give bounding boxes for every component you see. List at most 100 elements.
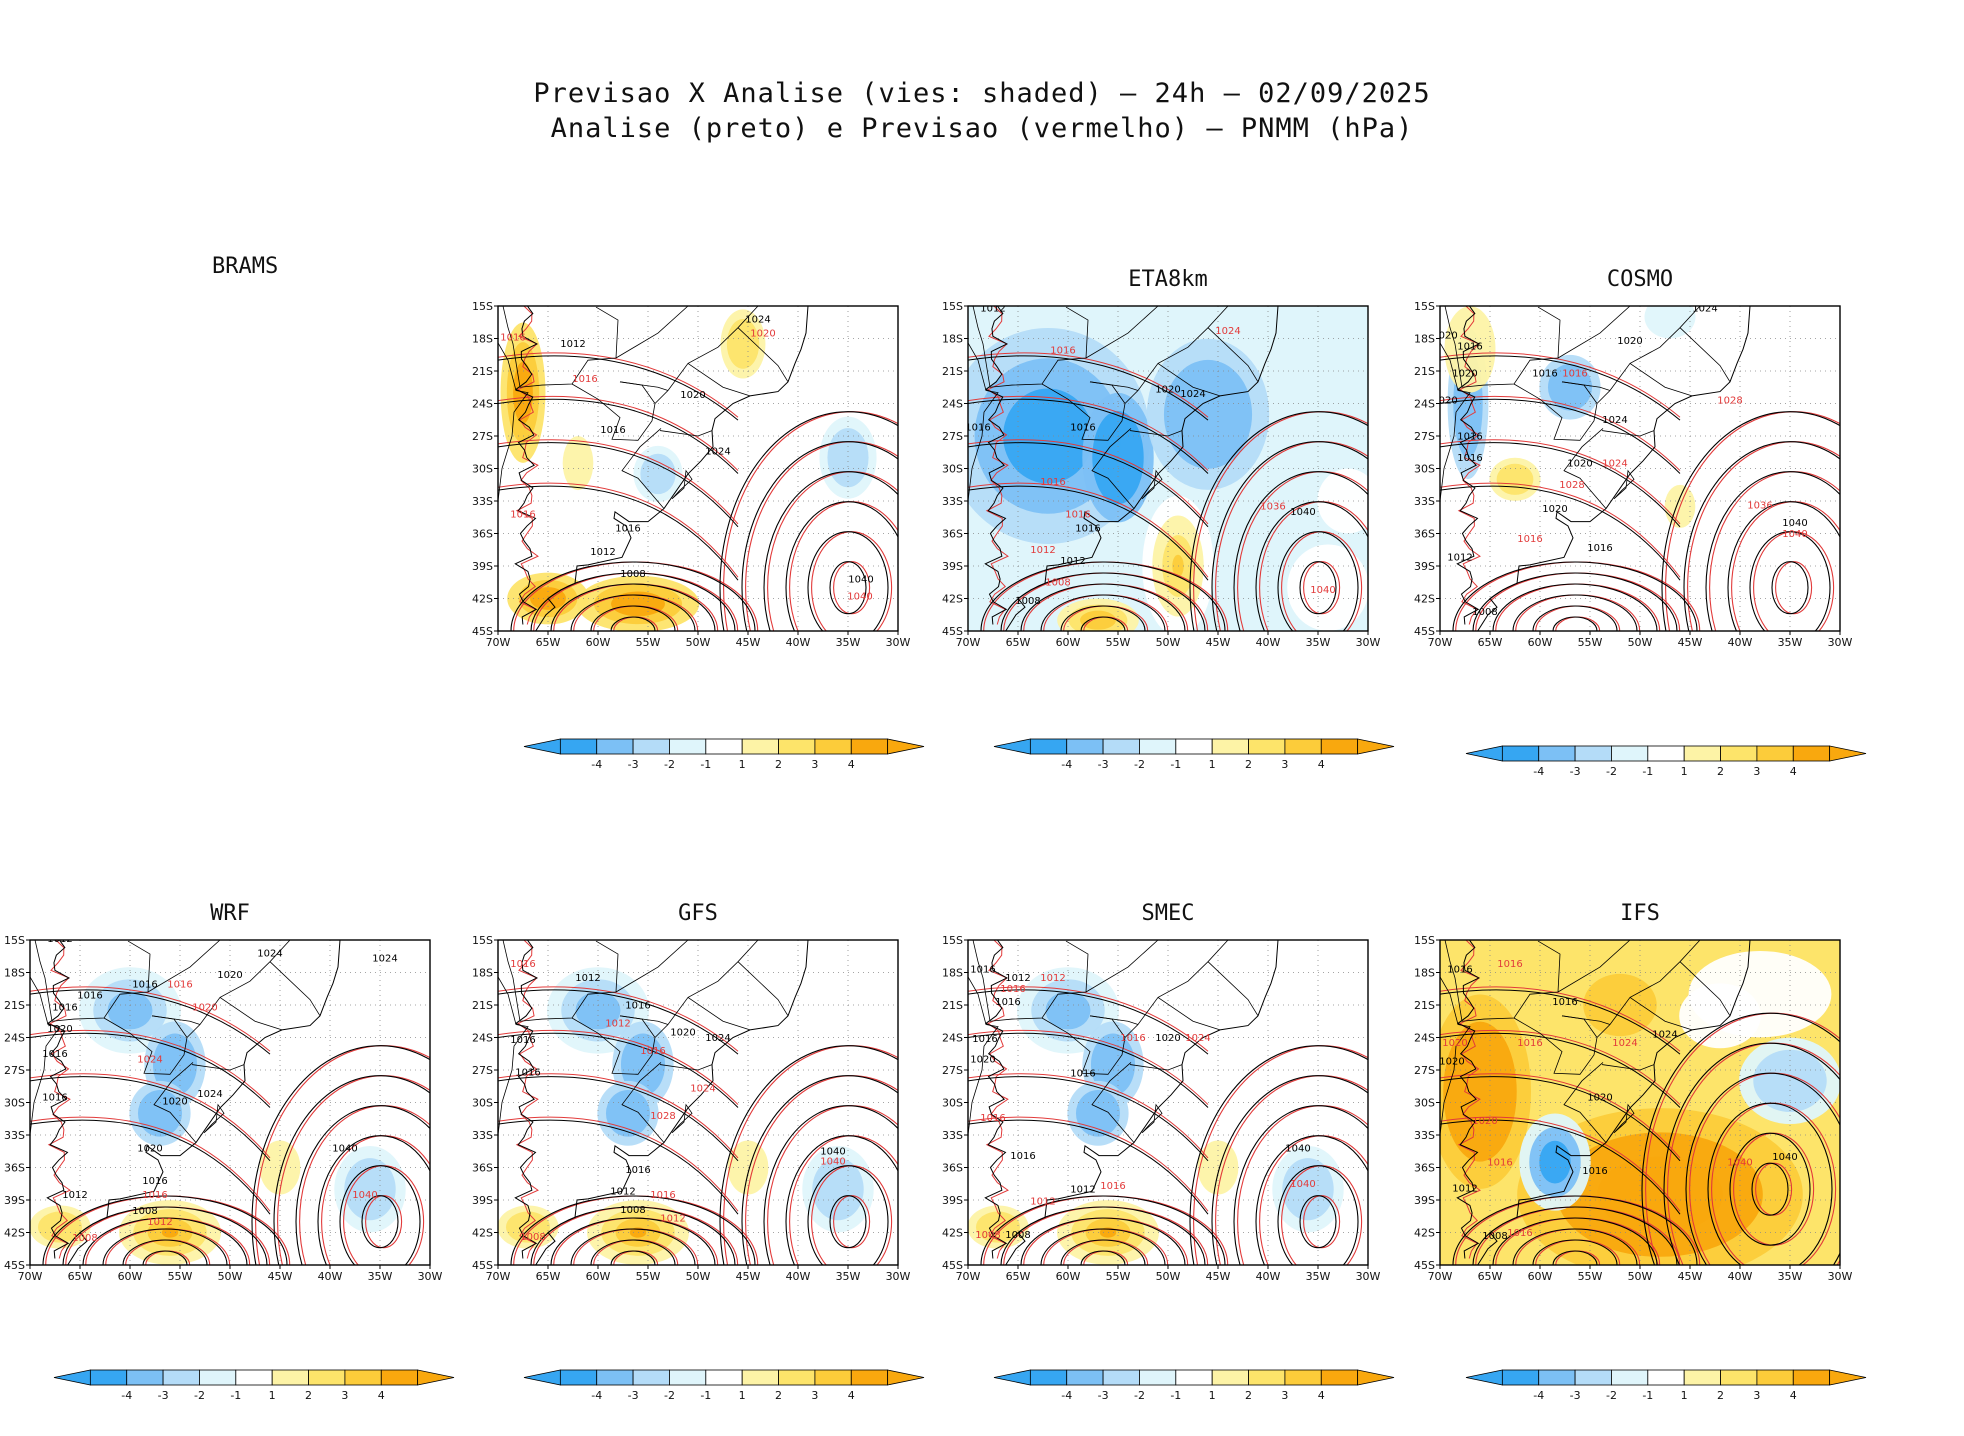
colorbar-tick-label: 4 xyxy=(378,1389,385,1402)
colorbar-tick-label: -2 xyxy=(1606,765,1617,778)
isobar-label: 1016 xyxy=(77,991,102,1002)
isobar-label: 1020 xyxy=(1439,1057,1464,1068)
isobar-label: 1012 xyxy=(660,1214,685,1225)
colorbar-arrow-low xyxy=(523,738,561,755)
map-layer: 1016 1016 1016 1016 1024 1024 1020 1020 1020 1020… xyxy=(1439,940,1840,1265)
isobar-label: 1016 xyxy=(510,1035,535,1046)
lon-tick-label: 60W xyxy=(1528,636,1553,649)
isobar-label: 1012 xyxy=(605,1019,630,1030)
lon-tick-label: 45W xyxy=(268,1270,293,1283)
lat-tick-label: 39S xyxy=(1414,560,1435,573)
colorbar-segment xyxy=(1248,738,1286,755)
lon-tick-label: 35W xyxy=(1306,1270,1331,1283)
map-panel-wrf[interactable]: WRF 1012 1016 1016 1016 1016 1020 1024 1020 1020 1… xyxy=(2,901,443,1283)
colorbar-tick-label: 4 xyxy=(1790,765,1797,778)
colorbar-arrow-low xyxy=(993,1369,1031,1386)
colorbar-cosmo: -4 -3 -2 -1 1 2 3 4 xyxy=(1462,744,1872,784)
coastlines xyxy=(968,306,1279,631)
isobar-label: 1008 xyxy=(620,1205,645,1216)
isobar-label: 1016 xyxy=(1497,959,1522,970)
colorbar-segment xyxy=(1792,1369,1831,1386)
lon-tick-label: 30W xyxy=(418,1270,443,1283)
isobar-label: 1024 xyxy=(372,954,397,965)
colorbar-segment xyxy=(1501,1369,1540,1386)
lat-tick-label: 18S xyxy=(4,967,25,980)
map-panel-smec[interactable]: SMEC 1016 1012 1016 1012 1016 1016 1016 1020 1024… xyxy=(940,901,1381,1283)
lon-tick-label: 40W xyxy=(1256,1270,1281,1283)
isobar-label: 1008 xyxy=(620,569,645,580)
lat-tick-label: 24S xyxy=(1414,1032,1435,1045)
map-panel-eta8km[interactable]: ETA8km 1012 1016 1020 1024 1024 1016 1016 1016 10… xyxy=(940,267,1381,649)
lon-tick-label: 55W xyxy=(1578,636,1603,649)
isobar-label: 1016 xyxy=(1507,1228,1532,1239)
lat-tick-label: 33S xyxy=(4,1129,25,1142)
isobar-label: 1020 xyxy=(1542,504,1567,515)
map-layer: 1016 1012 1016 1020 1024 1020 1016 1024 1016 1016… xyxy=(498,306,898,631)
coastlines xyxy=(498,940,809,1265)
panel-title: ETA8km xyxy=(1128,267,1207,292)
lon-tick-label: 40W xyxy=(786,636,811,649)
isobar-label: 1024 xyxy=(1602,458,1627,469)
isobar-label: 1016 xyxy=(42,1049,67,1060)
isobar-label: 1016 xyxy=(1552,997,1577,1008)
isobar-label: 1016 xyxy=(1457,341,1482,352)
colorbar-segment xyxy=(1248,1369,1286,1386)
isobar-label: 1020 xyxy=(1155,1033,1180,1044)
lon-tick-label: 35W xyxy=(836,636,861,649)
map-panel-gfs[interactable]: GFS 1016 1012 1016 1012 1016 1016 1020 1024 1016 1… xyxy=(470,901,911,1283)
lat-tick-label: 27S xyxy=(472,430,493,443)
colorbar-segment xyxy=(1320,1369,1359,1386)
isobar-label: 1012 xyxy=(1030,1196,1055,1207)
colorbar-tick-label: -1 xyxy=(700,758,711,771)
map-panel-cosmo[interactable]: COSMO 1024 1020 1016 1020 1016 1016 1020 1020 102… xyxy=(1412,267,1853,649)
isobar-label: 1020 xyxy=(680,390,705,401)
panel-title: WRF xyxy=(210,901,250,926)
analysis-isobars xyxy=(1440,306,1840,631)
lon-tick-label: 30W xyxy=(1828,1270,1853,1283)
lat-tick-label: 18S xyxy=(472,333,493,346)
isobar-label: 1020 xyxy=(1452,368,1477,379)
isobar-label: 1016 xyxy=(640,1046,665,1057)
panel-title: COSMO xyxy=(1607,267,1673,292)
colorbar-tick-label: -2 xyxy=(664,758,675,771)
colorbar-tick-label: 1 xyxy=(739,758,746,771)
map-panel-ifs[interactable]: IFS 1016 1016 1016 1016 1024 1024 1020 1020 1020 1… xyxy=(1412,901,1853,1283)
lat-tick-label: 18S xyxy=(942,333,963,346)
colorbar-tick-label: 3 xyxy=(1281,758,1288,771)
colorbar-segment xyxy=(1611,745,1649,762)
colorbar-arrow-high xyxy=(1829,745,1867,762)
lon-tick-label: 45W xyxy=(1206,1270,1231,1283)
map-panel-brams[interactable]: 1016 1012 1016 1020 1024 1020 1016 1024 1016 1016… xyxy=(470,268,911,649)
lat-tick-label: 36S xyxy=(1414,528,1435,541)
colorbar-tick-label: 1 xyxy=(1209,1389,1216,1402)
colorbar-tick-label: 1 xyxy=(269,1389,276,1402)
colorbar-segment xyxy=(741,1369,779,1386)
lon-tick-label: 65W xyxy=(68,1270,93,1283)
colorbar-segment xyxy=(1102,1369,1140,1386)
colorbar-segment xyxy=(850,738,889,755)
colorbar-segment xyxy=(1574,1369,1612,1386)
colorbar-tick-label: -1 xyxy=(700,1389,711,1402)
colorbar-gfs: -4 -3 -2 -1 1 2 3 4 xyxy=(520,1368,930,1408)
colorbar-eta8km: -4 -3 -2 -1 1 2 3 4 xyxy=(990,737,1400,777)
colorbar-segment xyxy=(596,738,634,755)
lon-tick-label: 55W xyxy=(1578,1270,1603,1283)
colorbar-segment xyxy=(199,1369,237,1386)
lon-tick-label: 40W xyxy=(786,1270,811,1283)
isobar-label: 1040 xyxy=(820,1156,845,1167)
isobar-label: 1020 xyxy=(192,1002,217,1013)
isobar-label: 1008 xyxy=(520,1232,545,1243)
colorbar-segment xyxy=(814,1369,852,1386)
lon-tick-label: 35W xyxy=(368,1270,393,1283)
lat-tick-label: 21S xyxy=(1414,365,1435,378)
lon-tick-label: 50W xyxy=(1156,636,1181,649)
colorbar-arrow-high xyxy=(1357,738,1395,755)
lat-tick-label: 45S xyxy=(472,625,493,638)
isobar-label: 1016 xyxy=(1000,984,1025,995)
isobar-label: 1012 xyxy=(147,1217,172,1228)
lon-tick-label: 40W xyxy=(1728,636,1753,649)
colorbar-tick-label: -3 xyxy=(1098,758,1109,771)
isobar-label: 1040 xyxy=(332,1143,357,1154)
lat-tick-label: 42S xyxy=(472,593,493,606)
